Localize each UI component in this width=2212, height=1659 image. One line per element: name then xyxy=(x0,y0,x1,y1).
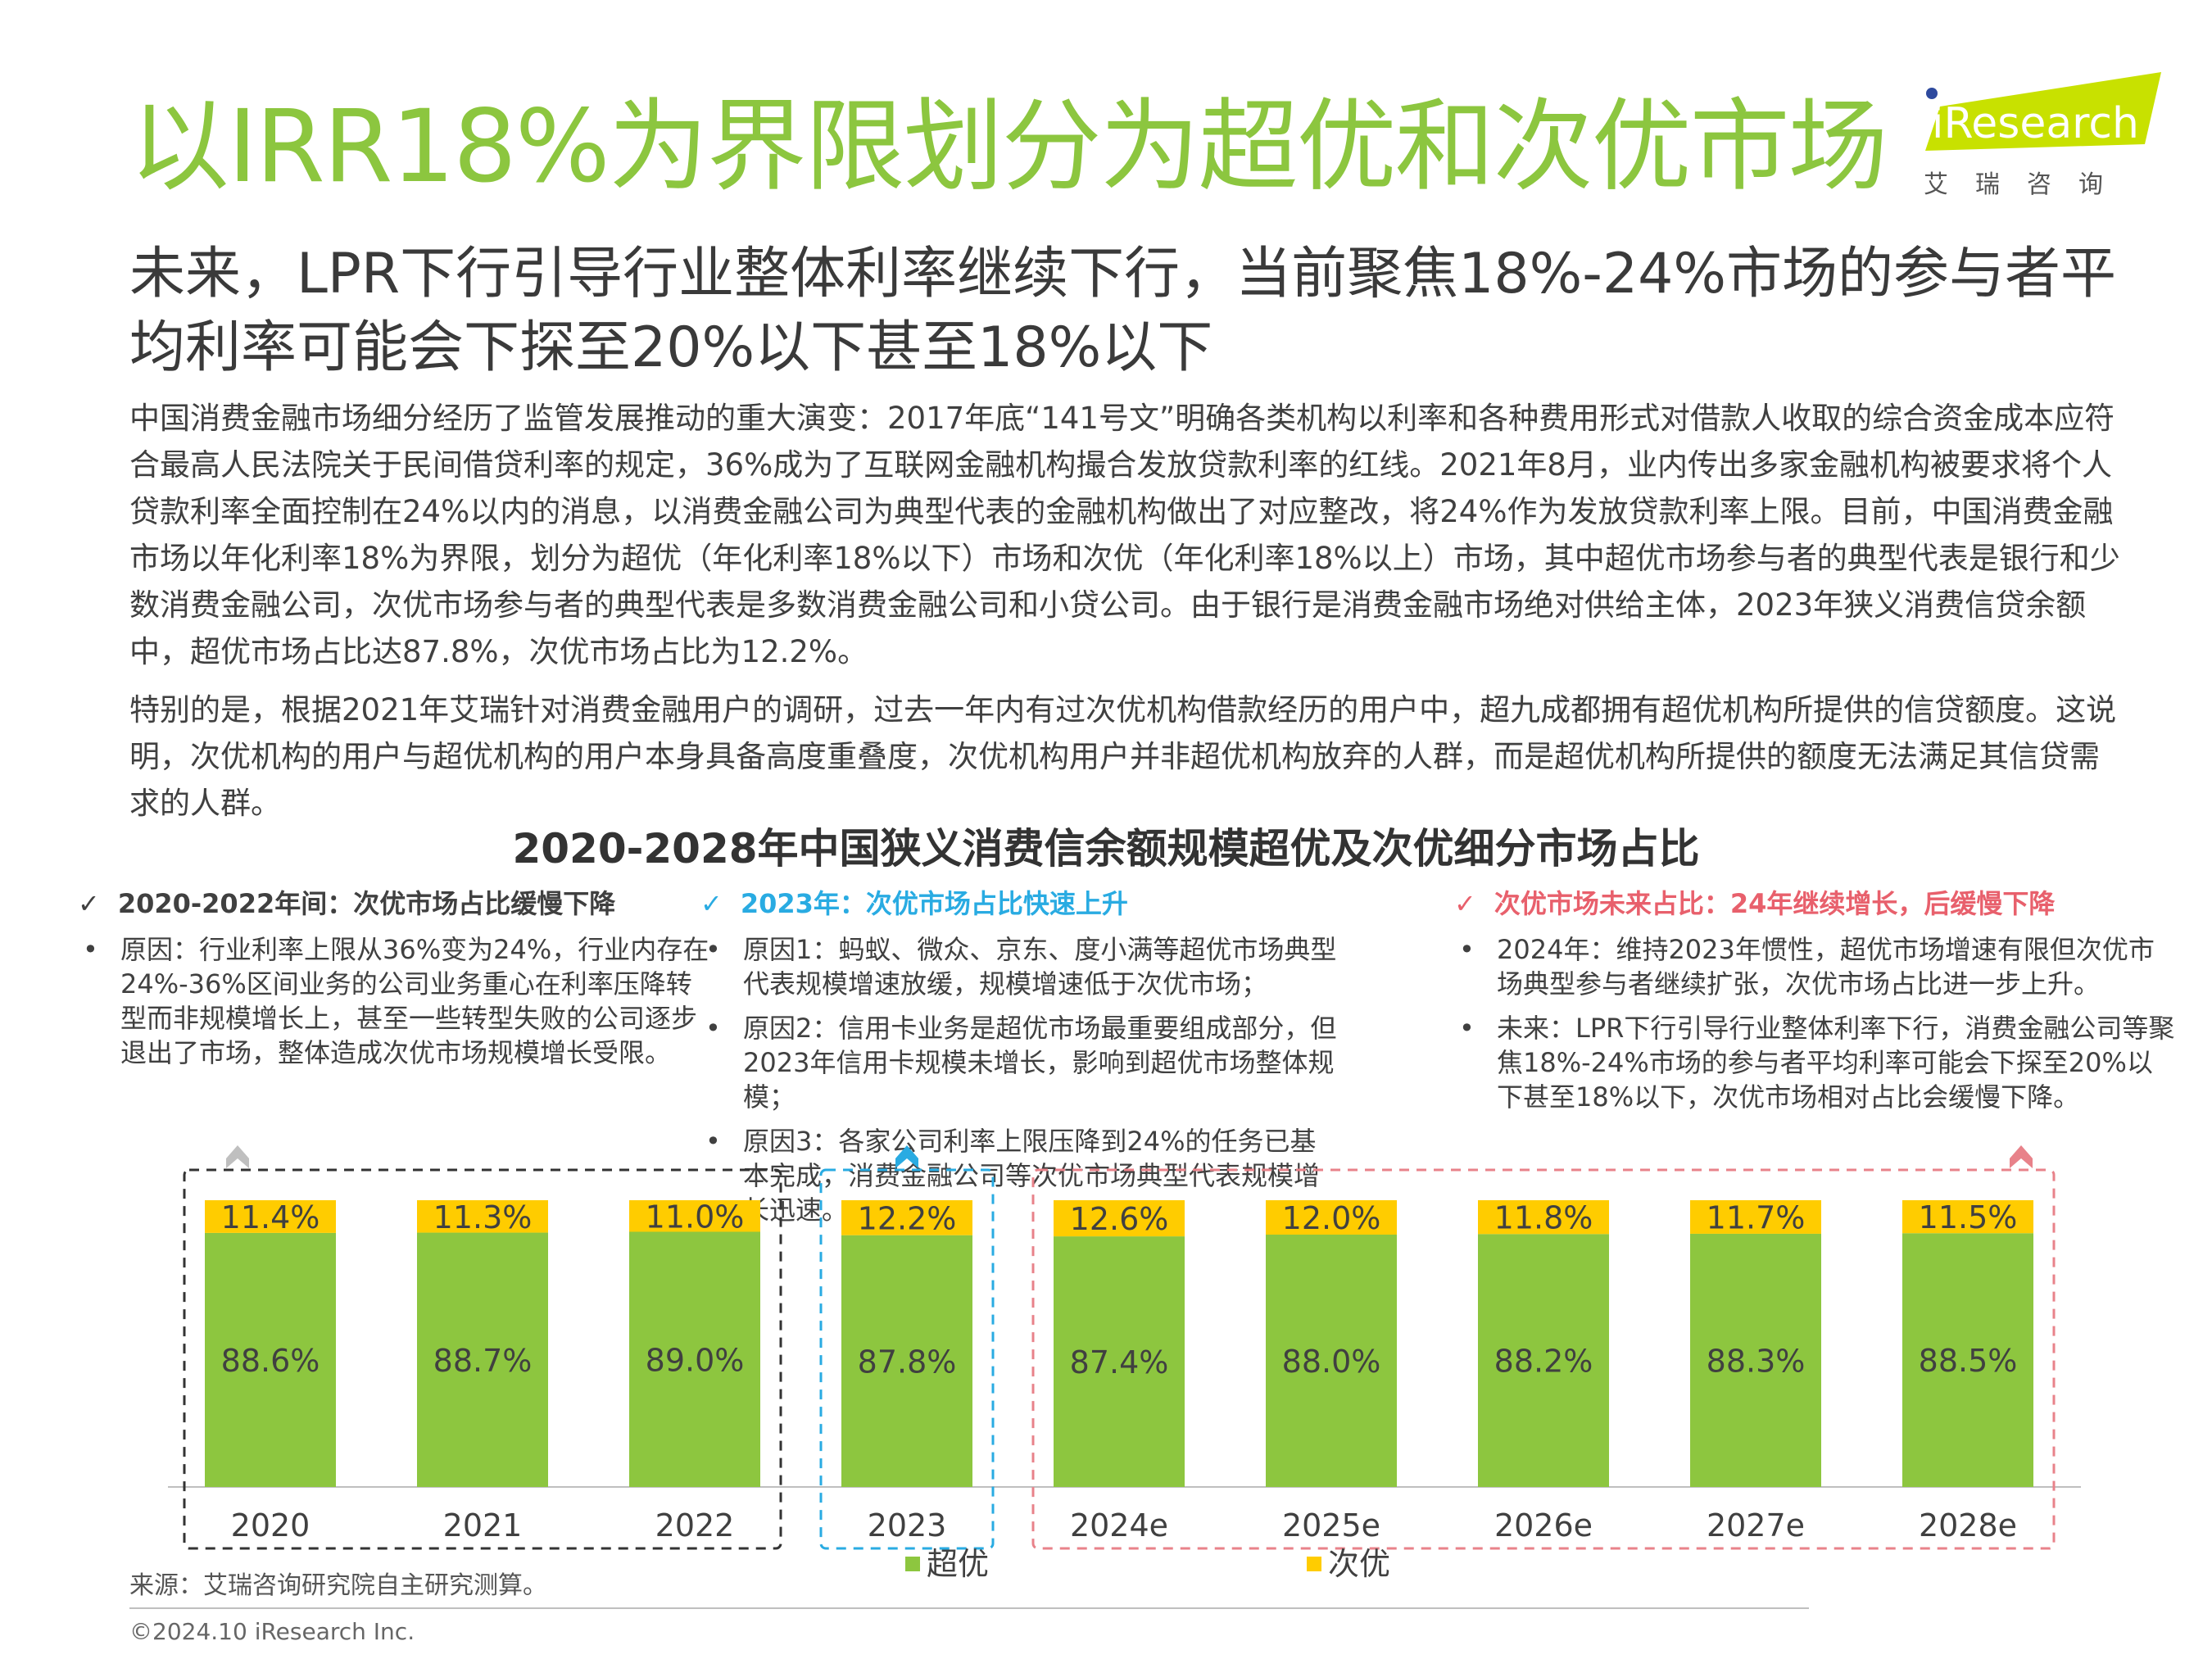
body-paragraph-2: 特别的是，根据2021年艾瑞针对消费金融用户的调研，过去一年内有过次优机构借款经… xyxy=(129,692,2117,821)
data-label: 11.0% xyxy=(646,1199,745,1235)
data-label: 87.4% xyxy=(1070,1344,1169,1380)
note-item: • 原因1：蚂蚁、微众、京东、度小满等超优市场典型代表规模增速放缓，规模增速低于次… xyxy=(700,932,1339,1001)
check-icon: ✓ xyxy=(1454,888,1476,919)
note-item-text: 原因1：蚂蚁、微众、京东、度小满等超优市场典型代表规模增速放缓，规模增速低于次优… xyxy=(743,934,1337,999)
note-item: • 原因2：信用卡业务是超优市场最重要组成部分，但2023年信用卡规模未增长，影响… xyxy=(700,1011,1339,1114)
group-box-0 xyxy=(183,1168,782,1550)
note-heading-text: 2023年：次优市场占比快速上升 xyxy=(740,888,1128,919)
data-label: 87.8% xyxy=(858,1344,957,1380)
note-heading: ✓ 2023年：次优市场占比快速上升 xyxy=(700,883,1339,921)
bullet-icon: • xyxy=(705,934,721,965)
bar-chaoyou-2023 xyxy=(841,1235,972,1487)
bar-ciyou-2028e xyxy=(1902,1200,2033,1234)
legend-label: 次优 xyxy=(1328,1546,1390,1582)
x-tick-label: 2026e xyxy=(1494,1507,1593,1543)
note-item: • 原因：行业利率上限从36%变为24%，行业内存在24%-36%区间业务的公司业… xyxy=(78,932,717,1070)
bar-ciyou-2026e xyxy=(1478,1200,1609,1235)
x-tick-label: 2028e xyxy=(1919,1507,2017,1543)
x-tick-label: 2025e xyxy=(1282,1507,1380,1543)
iresearch-logo: iResearch xyxy=(1925,72,2161,151)
up-arrow-icon xyxy=(2010,1145,2033,1168)
legend-swatch xyxy=(905,1557,920,1571)
group-box-2 xyxy=(1031,1168,2056,1550)
note-item: • 未来：LPR下行引导行业整体利率下行，消费金融公司等聚焦18%-24%市场的参… xyxy=(1454,1011,2175,1114)
legend-swatch xyxy=(1307,1557,1321,1571)
data-label: 11.4% xyxy=(221,1199,320,1235)
bullet-icon: • xyxy=(83,934,98,965)
note-heading: ✓ 2020-2022年间：次优市场占比缓慢下降 xyxy=(78,883,717,921)
check-icon: ✓ xyxy=(700,888,723,919)
bar-chaoyou-2024e xyxy=(1054,1236,1185,1487)
note-item: • 2024年：维持2023年惯性，超优市场增速有限但次优市场典型参与者继续扩张，… xyxy=(1454,932,2175,1001)
note-item-text: 原因3：各家公司利率上限压降到24%的任务已基本完成，消费金融公司等次优市场典型… xyxy=(743,1126,1321,1226)
data-label: 11.3% xyxy=(433,1199,533,1235)
note-column-2023: ✓ 2023年：次优市场占比快速上升 • 原因1：蚂蚁、微众、京东、度小满等超优市场… xyxy=(700,883,1339,1237)
x-tick-label: 2027e xyxy=(1707,1507,1805,1543)
note-item: • 原因3：各家公司利率上限压降到24%的任务已基本完成，消费金融公司等次优市场典… xyxy=(700,1124,1339,1227)
note-item-text: 原因：行业利率上限从36%变为24%，行业内存在24%-36%区间业务的公司业务… xyxy=(120,934,709,1068)
subtitle: 未来，LPR下行引导行业整体利率继续下行，当前聚焦18%-24%市场的参与者平均… xyxy=(129,242,2116,380)
body-paragraph-1: 中国消费金融市场细分经历了监管发展推动的重大演变：2017年底“141号文”明确… xyxy=(129,401,2120,669)
data-label: 88.7% xyxy=(433,1343,533,1379)
page-title: 以IRR18%为界限划分为超优和次优市场 xyxy=(129,88,1888,205)
source-note: 来源：艾瑞咨询研究院自主研究测算。 xyxy=(129,1571,547,1600)
bar-chaoyou-2022 xyxy=(629,1231,760,1487)
bar-ciyou-2027e xyxy=(1690,1200,1821,1234)
data-label: 88.3% xyxy=(1707,1343,1806,1379)
logo-text: iResearch xyxy=(1932,99,2139,148)
group-box-1 xyxy=(819,1168,995,1550)
x-tick-label: 2022 xyxy=(655,1507,735,1543)
data-label: 11.7% xyxy=(1707,1199,1806,1235)
bar-ciyou-2025e xyxy=(1266,1200,1397,1235)
bar-chaoyou-2027e xyxy=(1690,1233,1821,1487)
note-heading-text: 次优市场未来占比：24年继续增长，后缓慢下降 xyxy=(1494,888,2056,919)
data-label: 11.8% xyxy=(1494,1200,1593,1236)
up-arrow-icon xyxy=(226,1145,249,1168)
bar-chaoyou-2028e xyxy=(1902,1233,2033,1487)
bullet-icon: • xyxy=(705,1013,721,1044)
bar-chaoyou-2020 xyxy=(205,1232,336,1487)
x-tick-label: 2020 xyxy=(231,1507,310,1543)
bar-ciyou-2024e xyxy=(1054,1200,1185,1237)
data-label: 12.0% xyxy=(1282,1200,1381,1236)
bar-ciyou-2023 xyxy=(841,1200,972,1235)
bullet-icon: • xyxy=(1459,934,1475,965)
footer-divider xyxy=(129,1607,1809,1609)
x-tick-label: 2024e xyxy=(1070,1507,1168,1543)
bar-chaoyou-2025e xyxy=(1266,1235,1397,1487)
x-tick-label: 2021 xyxy=(443,1507,523,1543)
note-column-2020-2022: ✓ 2020-2022年间：次优市场占比缓慢下降 • 原因：行业利率上限从36%变为… xyxy=(78,883,717,1080)
note-item-text: 2024年：维持2023年惯性，超优市场增速有限但次优市场典型参与者继续扩张，次… xyxy=(1497,934,2155,999)
data-label: 88.2% xyxy=(1494,1344,1593,1380)
bullet-icon: • xyxy=(705,1126,721,1157)
bar-ciyou-2021 xyxy=(417,1200,548,1233)
note-heading: ✓ 次优市场未来占比：24年继续增长，后缓慢下降 xyxy=(1454,883,2175,921)
x-tick-label: 2023 xyxy=(868,1507,947,1543)
data-label: 89.0% xyxy=(646,1342,745,1378)
bar-ciyou-2020 xyxy=(205,1200,336,1233)
logo-chinese-name: 艾瑞咨询 xyxy=(1924,170,2130,199)
chart-title: 2020-2028年中国狭义消费信余额规模超优及次优细分市场占比 xyxy=(512,825,1700,873)
data-label: 12.2% xyxy=(858,1200,957,1236)
check-icon: ✓ xyxy=(78,888,100,919)
bar-ciyou-2022 xyxy=(629,1200,760,1232)
data-label: 88.0% xyxy=(1282,1344,1381,1380)
bar-chaoyou-2026e xyxy=(1478,1234,1609,1487)
data-label: 88.5% xyxy=(1919,1343,2018,1379)
up-arrow-icon xyxy=(895,1145,918,1168)
note-item-text: 原因2：信用卡业务是超优市场最重要组成部分，但2023年信用卡规模未增长，影响到… xyxy=(743,1013,1337,1113)
legend-label: 超优 xyxy=(927,1546,989,1582)
data-label: 11.5% xyxy=(1919,1199,2018,1235)
note-column-future: ✓ 次优市场未来占比：24年继续增长，后缓慢下降 • 2024年：维持2023年惯性… xyxy=(1454,883,2175,1124)
note-heading-text: 2020-2022年间：次优市场占比缓慢下降 xyxy=(117,888,616,919)
note-item-text: 未来：LPR下行引导行业整体利率下行，消费金融公司等聚焦18%-24%市场的参与… xyxy=(1497,1013,2175,1113)
bullet-icon: • xyxy=(1459,1013,1475,1044)
copyright: ©2024.10 iResearch Inc. xyxy=(129,1618,415,1645)
data-label: 88.6% xyxy=(221,1343,320,1379)
data-label: 12.6% xyxy=(1070,1201,1169,1237)
bar-chaoyou-2021 xyxy=(417,1232,548,1487)
